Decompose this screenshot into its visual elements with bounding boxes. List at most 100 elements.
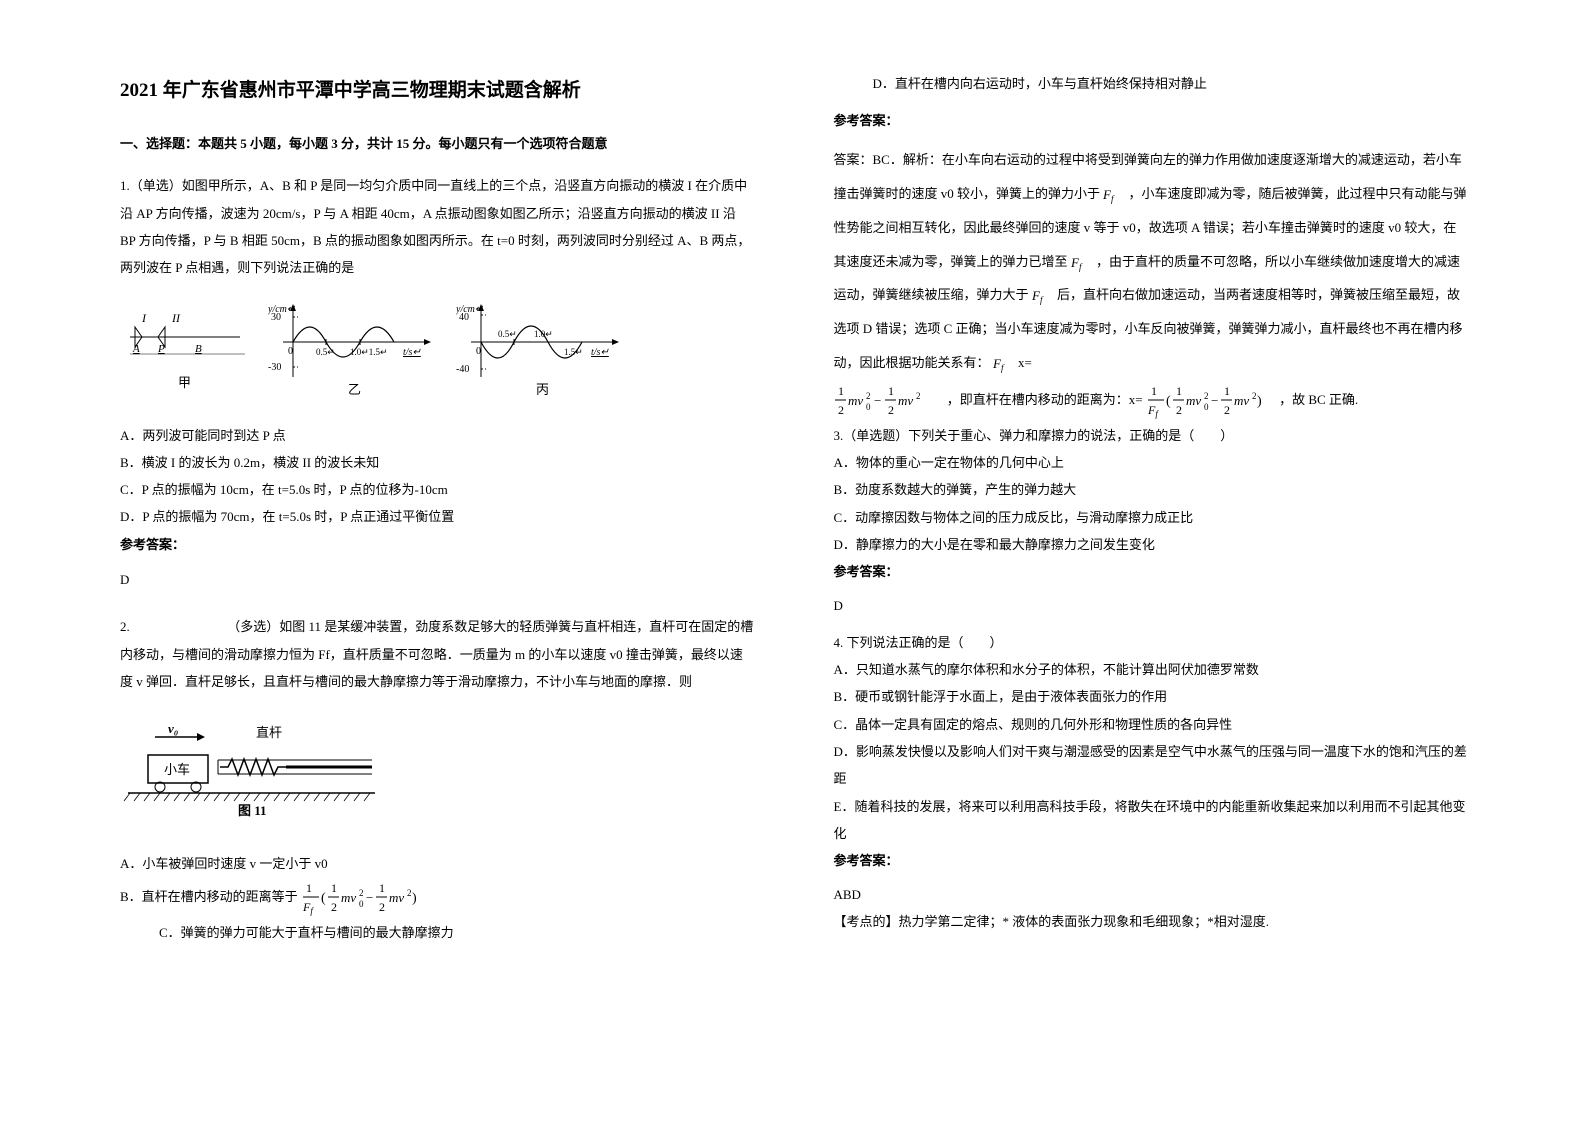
- question-4: 4. 下列说法正确的是（ ） A．只知道水蒸气的摩尔体积和水分子的体积，不能计算…: [834, 629, 1468, 935]
- svg-text:2: 2: [1224, 403, 1230, 417]
- svg-text:mv: mv: [898, 393, 913, 408]
- svg-text:30: 30: [271, 312, 281, 323]
- q1-answer-label: 参考答案：: [120, 531, 754, 558]
- q1-optD: D．P 点的振幅为 70cm，在 t=5.0s 时，P 点正通过平衡位置: [120, 503, 754, 530]
- svg-text:0: 0: [1204, 402, 1209, 412]
- svg-text:直杆: 直杆: [256, 725, 282, 740]
- wave-fig-bing: y/cm↵ 40 -40 0 0.5↵ 1.0↵ 1.5↵ t/s↵ 丙: [456, 302, 626, 402]
- svg-text:2: 2: [379, 900, 385, 914]
- svg-text:1: 1: [306, 881, 312, 895]
- svg-text:Ff: Ff: [302, 900, 314, 916]
- svg-text:1: 1: [838, 384, 844, 398]
- svg-text:1.0↵1.5↵: 1.0↵1.5↵: [350, 347, 388, 357]
- q4-optD: D．影响蒸发快慢以及影响人们对干爽与潮湿感受的因素是空气中水蒸气的压强与同一温度…: [834, 738, 1468, 793]
- svg-text:乙: 乙: [348, 382, 361, 397]
- svg-text:2: 2: [888, 403, 894, 417]
- q1-stem: 1.（单选）如图甲所示，A、B 和 P 是同一均匀介质中同一直线上的三个点，沿竖…: [120, 172, 754, 281]
- svg-text:0: 0: [866, 402, 871, 412]
- q2-figure: 小车 v₀ 直杆: [120, 709, 380, 826]
- q3-answer: D: [834, 592, 1468, 619]
- question-1: 1.（单选）如图甲所示，A、B 和 P 是同一均匀介质中同一直线上的三个点，沿竖…: [120, 172, 754, 593]
- svg-text:0: 0: [359, 899, 364, 909]
- wave-fig-jia: I II A P B 甲: [120, 302, 250, 402]
- formula-ff2: Ff: [1071, 253, 1093, 273]
- svg-text:−: −: [874, 393, 881, 408]
- svg-text:2: 2: [359, 888, 364, 898]
- q3-stem: 3.（单选题）下列关于重心、弹力和摩擦力的说法，正确的是（ ）: [834, 422, 1468, 449]
- svg-text:mv: mv: [341, 890, 356, 905]
- svg-text:2: 2: [1176, 403, 1182, 417]
- q4-optE: E．随着科技的发展，将来可以利用高科技手段，将散失在环境中的内能重新收集起来加以…: [834, 793, 1468, 848]
- q2-answer-label: 参考答案：: [834, 107, 1468, 136]
- svg-text:-30: -30: [268, 362, 281, 373]
- formula-b: 1 Ff ( 1 2 mv 2 0 − 1 2 mv 2 ): [301, 877, 421, 919]
- svg-text:1: 1: [379, 881, 385, 895]
- svg-text:1: 1: [1224, 384, 1230, 398]
- svg-text:1: 1: [888, 384, 894, 398]
- svg-text:mv: mv: [848, 393, 863, 408]
- q2-explain-formula: 1 2 mv 2 0 − 1 2 mv 2 ，即直杆在槽内移动的距离为：x= 1…: [834, 380, 1468, 422]
- q2-optC: C．弹簧的弹力可能大于直杆与槽间的最大静摩擦力: [120, 919, 754, 946]
- svg-text:丙: 丙: [536, 382, 549, 397]
- q1-optC: C．P 点的振幅为 10cm，在 t=5.0s 时，P 点的位移为-10cm: [120, 476, 754, 503]
- svg-text:1: 1: [1151, 384, 1157, 398]
- svg-text:Ff: Ff: [1032, 288, 1044, 305]
- formula-energy: 1 2 mv 2 0 − 1 2 mv 2: [834, 381, 944, 421]
- svg-text:t/s↵: t/s↵: [403, 347, 421, 358]
- svg-text:Ff: Ff: [1071, 255, 1083, 272]
- svg-text:(: (: [1166, 394, 1171, 409]
- left-column: 2021 年广东省惠州市平潭中学高三物理期末试题含解析 一、选择题：本题共 5 …: [100, 70, 794, 1082]
- svg-text:): ): [1257, 394, 1262, 409]
- q2-optD: D．直杆在槽内向右运动时，小车与直杆始终保持相对静止: [834, 70, 1468, 99]
- q3-answer-label: 参考答案：: [834, 558, 1468, 585]
- svg-text:2: 2: [407, 888, 412, 898]
- svg-text:mv: mv: [1234, 393, 1249, 408]
- svg-text:2: 2: [866, 391, 871, 401]
- svg-text:小车: 小车: [164, 762, 190, 777]
- svg-text:40: 40: [459, 312, 469, 323]
- svg-text:mv: mv: [389, 890, 404, 905]
- svg-text:-40: -40: [456, 364, 469, 375]
- svg-text:v₀: v₀: [168, 721, 178, 736]
- wave-fig-yi: y/cm↵ 30 -30 0 0.5↵ 1.0↵1.5↵ t/s↵ 乙: [268, 302, 438, 402]
- svg-text:图 11: 图 11: [238, 803, 267, 818]
- q1-optB: B．横波 I 的波长为 0.2m，横波 II 的波长未知: [120, 449, 754, 476]
- exam-title: 2021 年广东省惠州市平潭中学高三物理期末试题含解析: [120, 70, 754, 112]
- question-2: 2. （多选）如图 11 是某缓冲装置，劲度系数足够大的轻质弹簧与直杆相连，直杆…: [120, 613, 754, 946]
- svg-text:): ): [412, 891, 417, 906]
- svg-text:II: II: [171, 311, 181, 325]
- q3-optC: C．动摩擦因数与物体之间的压力成反比，与滑动摩擦力成正比: [834, 504, 1468, 531]
- q4-stem: 4. 下列说法正确的是（ ）: [834, 629, 1468, 656]
- svg-text:2: 2: [1252, 391, 1257, 401]
- svg-text:(: (: [321, 891, 326, 906]
- q4-optB: B．硬币或钢针能浮于水面上，是由于液体表面张力的作用: [834, 683, 1468, 710]
- right-column: D．直杆在槽内向右运动时，小车与直杆始终保持相对静止 参考答案： 答案：BC．解…: [794, 70, 1488, 1082]
- svg-text:mv: mv: [1186, 393, 1201, 408]
- svg-text:−: −: [1211, 393, 1218, 408]
- svg-text:Ff: Ff: [1147, 403, 1159, 419]
- svg-text:2: 2: [331, 900, 337, 914]
- q1-figure: I II A P B 甲 y/cm↵ 30 -30 0: [120, 296, 754, 408]
- svg-text:0.5↵: 0.5↵: [498, 329, 517, 339]
- q2-optB: B．直杆在槽内移动的距离等于 1 Ff ( 1 2 mv 2 0 − 1 2 m…: [120, 877, 754, 919]
- svg-text:t/s↵: t/s↵: [591, 347, 609, 358]
- q1-optA: A．两列波可能同时到达 P 点: [120, 422, 754, 449]
- svg-text:1: 1: [331, 881, 337, 895]
- section-1-title: 一、选择题：本题共 5 小题，每小题 3 分，共计 15 分。每小题只有一个选项…: [120, 130, 754, 159]
- svg-text:0.5↵: 0.5↵: [316, 347, 335, 357]
- q1-answer: D: [120, 566, 754, 593]
- svg-text:甲: 甲: [178, 375, 191, 390]
- q4-topic: 【考点的】热力学第二定律；* 液体的表面张力现象和毛细现象；*相对湿度.: [834, 908, 1468, 935]
- svg-text:2: 2: [838, 403, 844, 417]
- formula-dist: 1 Ff ( 1 2 mv 2 0 − 1 2 mv 2 ): [1146, 380, 1276, 422]
- formula-ff4: Ff: [993, 354, 1015, 374]
- svg-text:P: P: [157, 343, 165, 355]
- svg-text:2: 2: [916, 391, 921, 401]
- formula-ff3: Ff: [1032, 286, 1054, 306]
- svg-text:Ff: Ff: [993, 356, 1005, 373]
- svg-text:−: −: [366, 890, 373, 905]
- q2-explain: 答案：BC．解析：在小车向右运动的过程中将受到弹簧向左的弹力作用做加速度逐渐增大…: [834, 143, 1468, 380]
- q4-optA: A．只知道水蒸气的摩尔体积和水分子的体积，不能计算出阿伏加德罗常数: [834, 656, 1468, 683]
- svg-text:Ff: Ff: [1103, 187, 1115, 204]
- question-3: 3.（单选题）下列关于重心、弹力和摩擦力的说法，正确的是（ ） A．物体的重心一…: [834, 422, 1468, 619]
